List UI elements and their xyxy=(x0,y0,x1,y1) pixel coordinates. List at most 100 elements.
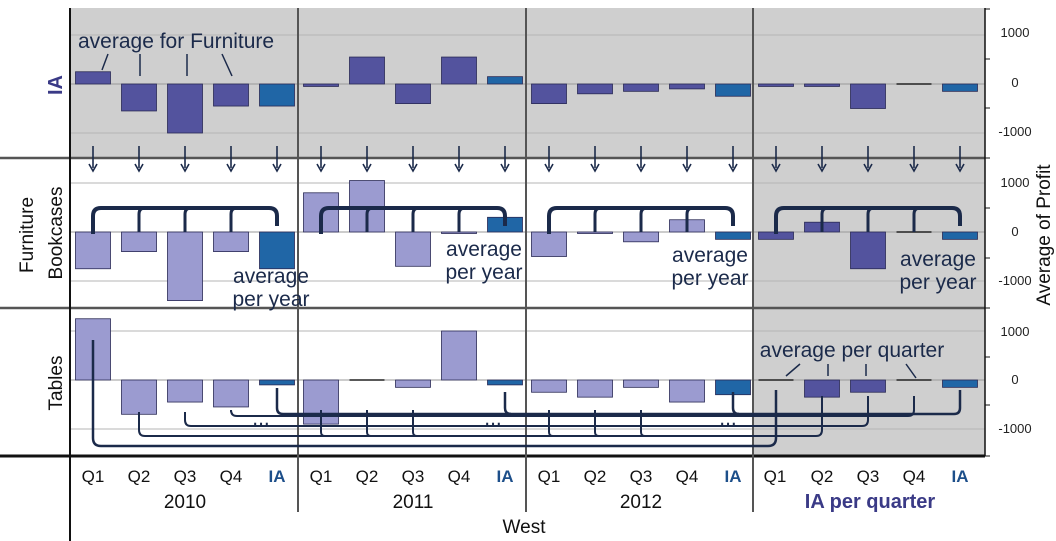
bar xyxy=(531,379,567,393)
ytick-label: -1000 xyxy=(998,421,1031,436)
arrow-head xyxy=(226,163,236,173)
bracket-branch xyxy=(411,206,420,232)
arrow-head xyxy=(909,163,919,173)
bracket-branch xyxy=(685,206,694,232)
arrow-head xyxy=(817,163,827,173)
ytick-label: 1000 xyxy=(1001,324,1030,339)
annotation-ellipsis: ... xyxy=(484,407,502,430)
ytick-label: -1000 xyxy=(998,124,1031,139)
ytick-label: 1000 xyxy=(1001,25,1030,40)
arrow-head xyxy=(454,163,464,173)
annotation-pointer xyxy=(221,53,233,77)
bar xyxy=(577,83,613,95)
quarter-branch xyxy=(594,410,600,437)
xtick-label: Q4 xyxy=(903,467,926,486)
xtick-label: Q3 xyxy=(402,467,425,486)
row-label-ia: IA xyxy=(45,75,67,95)
bar xyxy=(804,83,840,87)
annotation-average: average xyxy=(900,248,976,271)
annotation-per-year: per year xyxy=(232,288,309,311)
bracket-per-year xyxy=(547,206,735,234)
bar xyxy=(623,379,659,388)
bar xyxy=(213,379,249,408)
arrow-head xyxy=(134,163,144,173)
bracket-branch xyxy=(183,206,192,232)
bar xyxy=(942,83,978,92)
y-axis-title: Average of Profit xyxy=(1034,164,1055,306)
bar xyxy=(349,56,385,85)
xtick-label: Q2 xyxy=(128,467,151,486)
annotation-per-year: per year xyxy=(445,261,522,284)
arrow-head xyxy=(955,163,965,173)
bracket-branch xyxy=(820,206,829,232)
bracket-branch xyxy=(639,206,648,232)
quarter-connector xyxy=(230,396,915,417)
arrow-head xyxy=(728,163,738,173)
quarter-connector xyxy=(138,396,823,437)
quarter-connector xyxy=(184,396,869,427)
bracket-per-year xyxy=(91,206,279,234)
xtick-label: Q1 xyxy=(310,467,333,486)
bar xyxy=(623,231,659,243)
xtick-label: Q1 xyxy=(82,467,105,486)
bar xyxy=(623,83,659,92)
row-label-tables: Tables xyxy=(46,356,67,411)
xtick-label: Q2 xyxy=(584,467,607,486)
bar xyxy=(715,231,751,240)
bar xyxy=(259,379,295,386)
bar xyxy=(395,231,431,267)
bar xyxy=(75,71,111,85)
xtick-label: Q4 xyxy=(220,467,243,486)
bar xyxy=(167,231,203,301)
ia-connector-branch xyxy=(731,392,740,416)
bar xyxy=(850,379,886,393)
arrow-head xyxy=(636,163,646,173)
y-tick-labels: 1000 0 -1000 1000 0 -1000 1000 0 -1000 xyxy=(998,25,1031,436)
bar xyxy=(441,56,477,85)
arrow-head xyxy=(863,163,873,173)
annotation-per-year: per year xyxy=(671,267,748,290)
quarter-connector xyxy=(91,340,778,448)
ytick-label: 0 xyxy=(1011,75,1018,90)
row-title: Furniture xyxy=(17,197,38,273)
xtick-label: Q4 xyxy=(448,467,471,486)
bar xyxy=(441,330,477,381)
ytick-label: 1000 xyxy=(1001,175,1030,190)
ytick-label: 0 xyxy=(1011,372,1018,387)
bar xyxy=(487,379,523,386)
bar xyxy=(577,379,613,398)
xtick-label-ia: IA xyxy=(269,467,286,486)
bar xyxy=(669,83,705,90)
quarter-branch xyxy=(366,410,372,437)
bar xyxy=(577,231,613,234)
arrow-head xyxy=(180,163,190,173)
bar xyxy=(121,83,157,112)
ia-connector xyxy=(275,388,962,416)
shaded-panel xyxy=(753,8,985,158)
annotation-connectors xyxy=(88,53,965,448)
ia-connector-branch xyxy=(503,392,512,416)
arrow-head xyxy=(408,163,418,173)
bar xyxy=(715,83,751,97)
bracket-per-year xyxy=(319,206,507,234)
bracket-branch xyxy=(229,206,238,232)
bar xyxy=(669,379,705,403)
bar xyxy=(303,83,339,87)
annotation-average: average xyxy=(446,238,522,261)
bar xyxy=(850,83,886,109)
xtick-label: Q1 xyxy=(538,467,561,486)
bar xyxy=(531,231,567,257)
xtick-label: Q2 xyxy=(356,467,379,486)
bracket-branch xyxy=(457,206,466,232)
quarter-branch xyxy=(640,410,646,437)
annotation-average: average xyxy=(233,265,309,288)
arrow-head xyxy=(682,163,692,173)
bar xyxy=(758,83,794,87)
annotation-ellipsis: ... xyxy=(719,407,737,430)
arrow-head xyxy=(500,163,510,173)
bar xyxy=(850,231,886,270)
arrow-head xyxy=(362,163,372,173)
bar xyxy=(942,231,978,240)
bracket-branch xyxy=(593,206,602,232)
quarter-branch xyxy=(548,410,554,437)
